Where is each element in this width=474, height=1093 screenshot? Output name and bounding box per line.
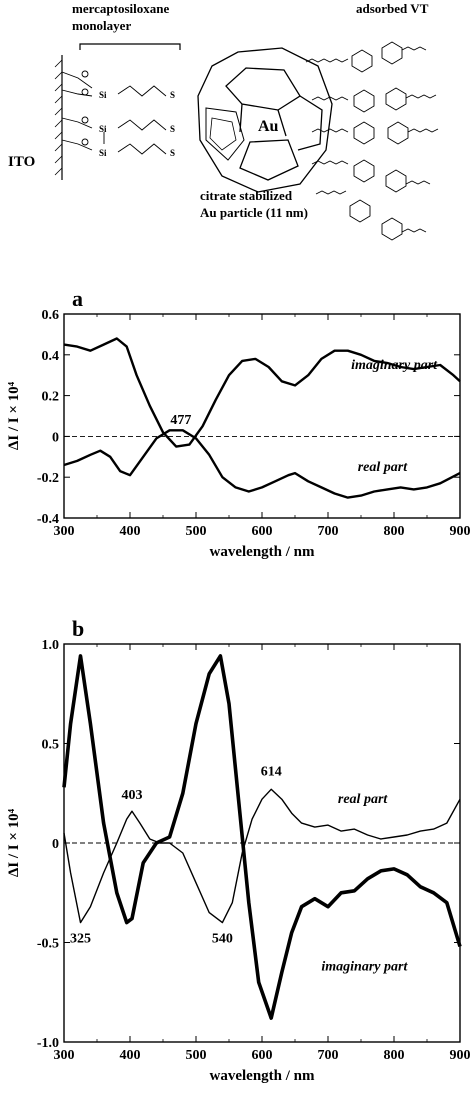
y-tick-label: -0.2 <box>37 471 59 486</box>
peak-annotation: 614 <box>261 764 282 779</box>
x-tick-label: 400 <box>120 1048 141 1063</box>
series-label-2: imaginary part <box>321 959 408 974</box>
siloxane-chains <box>61 70 167 155</box>
y-tick-label: 0.4 <box>42 349 60 364</box>
schematic-diagram: ITO Si Si Si S S S mercaptosiloxane mono… <box>8 1 439 241</box>
series-line-1 <box>63 337 461 448</box>
x-tick-label: 600 <box>252 524 273 539</box>
x-tick-label: 800 <box>384 1048 405 1063</box>
y-tick-label: 1.0 <box>42 638 60 653</box>
peak-annotation: 540 <box>212 932 233 947</box>
ito-label: ITO <box>8 154 35 170</box>
panel-label: a <box>72 286 83 311</box>
series-line-2 <box>63 429 461 499</box>
ito-surface <box>54 55 63 180</box>
si-label-2: Si <box>99 124 107 134</box>
y-tick-label: -0.4 <box>37 512 59 527</box>
x-tick-label: 400 <box>120 524 141 539</box>
peak-annotation: 325 <box>70 932 91 947</box>
monolayer-bracket <box>79 43 181 50</box>
x-tick-label: 500 <box>186 1048 207 1063</box>
s-label-2: S <box>170 124 175 134</box>
monolayer-label-line2: monolayer <box>72 18 131 33</box>
y-axis-label: ΔI / I × 10⁴ <box>6 381 22 450</box>
x-tick-label: 700 <box>318 524 339 539</box>
au-label: Au <box>258 118 279 135</box>
series-line-2 <box>62 654 462 1020</box>
monolayer-label-line1: mercaptosiloxane <box>72 1 169 16</box>
y-tick-label: -1.0 <box>37 1036 59 1051</box>
chart-a: a 300 400 500 600 700 800 900 0.6 0.4 0.2 0 -0.2 -0.4… <box>6 286 471 560</box>
y-tick-label: 0.6 <box>42 308 60 323</box>
y-tick-label: 0 <box>52 837 59 852</box>
x-tick-label: 700 <box>318 1048 339 1063</box>
series-line-1 <box>63 788 461 924</box>
adsorbed-vt-label: adsorbed VT <box>356 1 429 16</box>
peak-annotation: 403 <box>121 788 142 803</box>
y-tick-label: 0.2 <box>42 390 60 405</box>
series-label-2: real part <box>358 460 409 475</box>
y-tick-label: 0.5 <box>42 738 60 753</box>
panel-label: b <box>72 616 84 641</box>
x-tick-label: 900 <box>450 524 471 539</box>
peak-annotation: 477 <box>170 413 191 428</box>
x-tick-label: 500 <box>186 524 207 539</box>
s-label-1: S <box>170 90 175 100</box>
si-label-1: Si <box>99 90 107 100</box>
y-axis-label: ΔI / I × 10⁴ <box>6 808 22 877</box>
x-tick-label: 900 <box>450 1048 471 1063</box>
x-tick-label: 300 <box>54 1048 75 1063</box>
adsorbed-molecules <box>305 41 439 241</box>
y-tick-label: 0 <box>52 430 59 445</box>
particle-label-line1: citrate stabilized <box>200 188 293 203</box>
chart-b: b 300 400 500 600 700 800 900 1.0 0.5 0 -0.5 -1.0 wav… <box>6 616 471 1084</box>
x-axis-label: wavelength / nm <box>210 544 316 560</box>
series-label-1: imaginary part <box>351 358 438 373</box>
particle-label-line2: Au particle (11 nm) <box>200 205 308 220</box>
series-label-1: real part <box>338 792 389 807</box>
s-label-3: S <box>170 148 175 158</box>
si-label-3: Si <box>99 148 107 158</box>
y-tick-label: -0.5 <box>37 937 59 952</box>
x-axis-label: wavelength / nm <box>210 1068 316 1084</box>
x-tick-label: 300 <box>54 524 75 539</box>
x-tick-label: 600 <box>252 1048 273 1063</box>
au-particle <box>197 47 333 193</box>
x-tick-label: 800 <box>384 524 405 539</box>
